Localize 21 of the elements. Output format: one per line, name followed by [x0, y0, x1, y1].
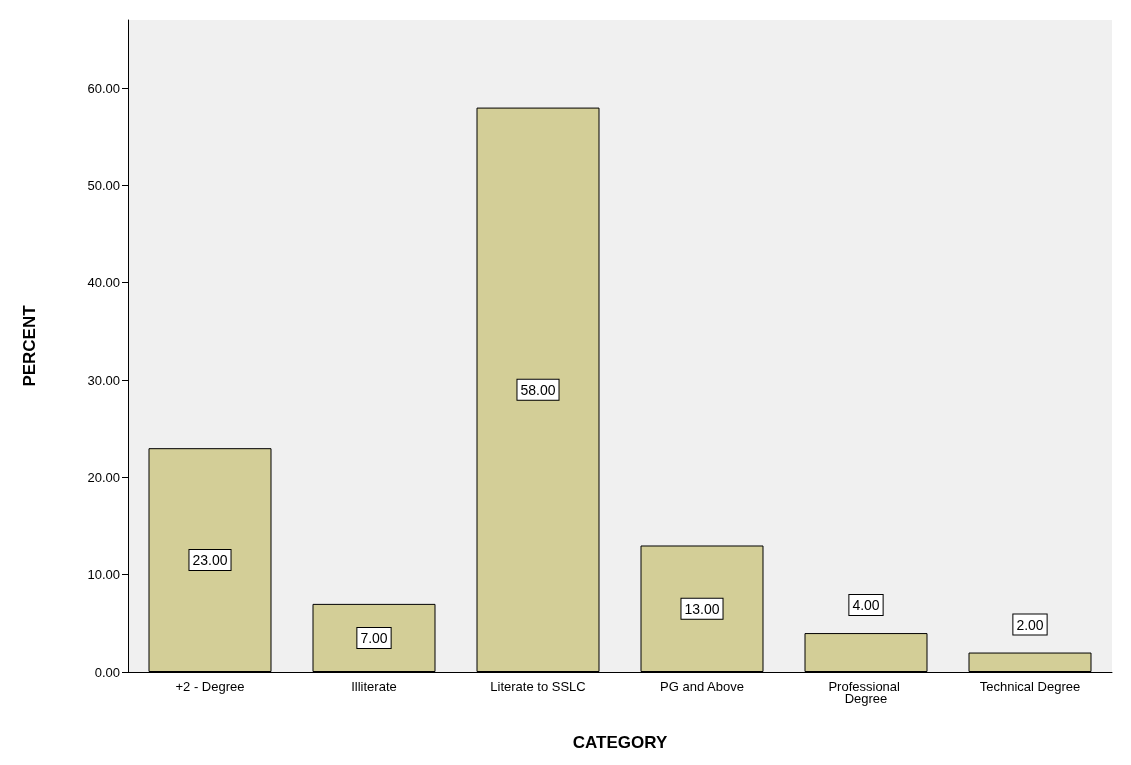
y-tick-label: 0.00	[94, 664, 120, 680]
data-label: 13.00	[684, 600, 720, 617]
x-tick-label: Illiterate	[351, 678, 397, 694]
data-label: 2.00	[1016, 616, 1044, 633]
data-label: 23.00	[192, 552, 228, 569]
x-tick-label: Technical Degree	[979, 678, 1081, 694]
x-tick-label: PG and Above	[660, 678, 744, 694]
x-tick-label: Professional Degree	[828, 678, 904, 706]
x-tick-label: Literate to SSLC	[490, 678, 586, 694]
y-tick-label: 60.00	[87, 80, 120, 96]
x-tick-label: +2 - Degree	[175, 678, 245, 694]
x-axis-title: CATEGORY	[572, 733, 668, 752]
y-tick-label: 20.00	[87, 469, 120, 485]
y-tick-label: 10.00	[87, 567, 120, 583]
y-tick-label: 40.00	[87, 275, 120, 291]
data-label: 4.00	[852, 597, 880, 614]
y-tick-label: 30.00	[87, 372, 120, 388]
data-label: 58.00	[520, 381, 556, 398]
data-label: 7.00	[360, 629, 388, 646]
y-tick-label: 50.00	[87, 177, 120, 193]
y-axis-title: PERCENT	[20, 304, 39, 387]
